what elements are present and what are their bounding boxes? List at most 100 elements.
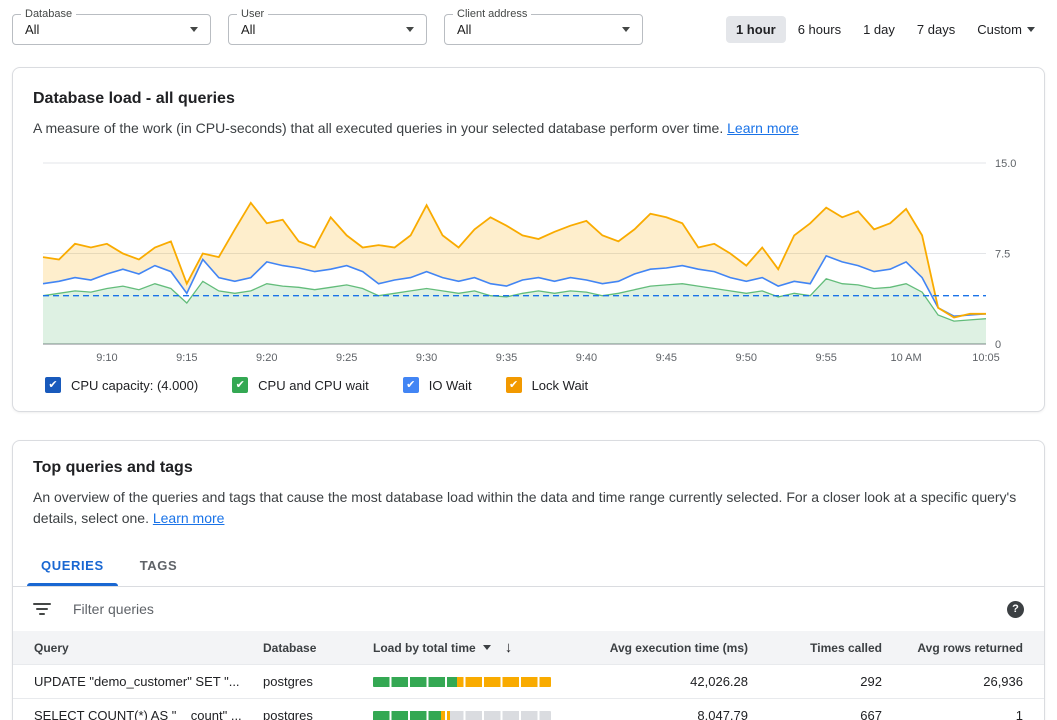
- time-range-1-day[interactable]: 1 day: [853, 16, 905, 43]
- database-load-chart[interactable]: 15.0 7.5 0 9:10 9:15 9:20 9:25 9:30 9:35 9:40 9:45…: [42, 157, 1033, 364]
- filters-bar: Database All User All Client address All 1 ho…: [0, 0, 1057, 53]
- lock-wait-line: [42, 201, 986, 319]
- legend-item-cpu-and-cpu-wait[interactable]: ✔ CPU and CPU wait: [232, 377, 369, 393]
- legend-label: Lock Wait: [531, 377, 589, 393]
- x-axis-label: 10:05: [972, 352, 1000, 364]
- avg-execution-time-cell: 8,047.79: [603, 698, 748, 720]
- y-axis-label: 7.5: [995, 249, 1010, 261]
- time-range-label: 7 days: [916, 22, 956, 37]
- column-header-avg-execution-time-ms[interactable]: Avg execution time (ms): [603, 631, 748, 665]
- query-text-cell: UPDATE "demo_customer" SET "...: [13, 664, 263, 699]
- dropdown-caret-icon: [406, 27, 414, 32]
- sort-descending-icon[interactable]: ↓: [504, 639, 513, 656]
- x-axis-label: 9:25: [336, 352, 357, 364]
- database-cell: postgres: [263, 698, 373, 720]
- time-range-7-days[interactable]: 7 days: [907, 16, 965, 43]
- column-header-database[interactable]: Database: [263, 631, 373, 665]
- filter-select-user[interactable]: User All: [228, 8, 427, 45]
- column-header-label: Avg execution time (ms): [609, 640, 748, 655]
- filter-queries-input[interactable]: [73, 601, 985, 617]
- chart-legend: ✔ CPU capacity: (4.000) ✔ CPU and CPU wait ✔…: [33, 377, 1024, 393]
- legend-label: IO Wait: [428, 377, 472, 393]
- metric-dropdown-caret-icon[interactable]: [482, 645, 491, 650]
- filter-label: Database: [21, 8, 77, 20]
- avg-rows-returned-cell: 1: [882, 698, 1044, 720]
- x-axis-label: 9:50: [736, 352, 757, 364]
- load-card-title: Database load - all queries: [33, 90, 235, 107]
- table-body: UPDATE "demo_customer" SET "... postgres 4…: [13, 664, 1044, 720]
- x-axis-label: 10 AM: [890, 352, 921, 364]
- x-axis-label: 9:40: [576, 352, 597, 364]
- column-header-avg-rows-returned[interactable]: Avg rows returned: [882, 631, 1044, 665]
- checkbox-checked-icon[interactable]: ✔: [505, 377, 522, 393]
- queries-card-description-text: An overview of the queries and tags that…: [33, 489, 1017, 526]
- queries-card-description: An overview of the queries and tags that…: [33, 487, 1024, 529]
- checkbox-checked-icon[interactable]: ✔: [45, 377, 61, 393]
- lock-wait-area: [43, 202, 986, 318]
- database-load-card: Database load - all queries A measure of…: [12, 67, 1045, 412]
- filter-value: All: [241, 22, 256, 37]
- checkbox-checked-icon[interactable]: ✔: [232, 377, 249, 393]
- legend-item-io-wait[interactable]: ✔ IO Wait: [402, 377, 472, 393]
- dropdown-caret-icon: [622, 27, 630, 32]
- checkbox-checked-icon[interactable]: ✔: [402, 377, 419, 393]
- column-header-query[interactable]: Query: [13, 631, 263, 665]
- learn-more-link[interactable]: Learn more: [152, 510, 225, 526]
- filter-select-client-address[interactable]: Client address All: [444, 8, 643, 45]
- column-header-label: Query: [34, 640, 69, 655]
- column-header-label: Load by total time: [373, 640, 476, 655]
- y-axis-label: 0: [995, 339, 1001, 351]
- times-called-cell: 667: [748, 698, 882, 720]
- load-bar-segment-dividers: [373, 710, 551, 720]
- top-queries-card: Top queries and tags An overview of the …: [12, 440, 1045, 720]
- filter-selects: Database All User All Client address All: [12, 8, 643, 45]
- x-axis-label: 9:45: [656, 352, 677, 364]
- x-axis-label: 9:35: [496, 352, 517, 364]
- query-row[interactable]: SELECT COUNT(*) AS "__count" ... postgres…: [13, 698, 1044, 720]
- tab-tags[interactable]: TAGS: [139, 558, 178, 573]
- legend-item-cpu-capacity-4-000[interactable]: ✔ CPU capacity: (4.000): [45, 377, 198, 393]
- time-range-label: 6 hours: [797, 22, 842, 37]
- time-range-label: 1 hour: [735, 22, 776, 37]
- column-header-label: Avg rows returned: [917, 640, 1023, 655]
- filter-value: All: [25, 22, 40, 37]
- load-card-description-text: A measure of the work (in CPU-seconds) t…: [33, 120, 724, 136]
- avg-execution-time-cell: 42,026.28: [603, 664, 748, 699]
- time-range-selector: 1 hour 6 hours 1 day 7 days Custom: [725, 16, 1045, 43]
- load-card-description: A measure of the work (in CPU-seconds) t…: [33, 118, 1024, 139]
- help-icon[interactable]: ?: [1007, 600, 1024, 618]
- load-by-total-time-bar: [373, 710, 551, 720]
- table-header-row: Query Database Load by total time ↓ Avg exec…: [13, 631, 1044, 665]
- time-range-1-hour[interactable]: 1 hour: [725, 16, 786, 43]
- database-cell: postgres: [263, 664, 373, 699]
- time-range-6-hours[interactable]: 6 hours: [788, 16, 851, 43]
- filter-select-database[interactable]: Database All: [12, 8, 211, 45]
- load-by-total-time-bar: [373, 676, 551, 687]
- query-text-cell: SELECT COUNT(*) AS "__count" ...: [13, 698, 263, 720]
- time-range-label: Custom: [977, 22, 1022, 37]
- time-range-label: 1 day: [863, 22, 895, 37]
- x-axis-label: 9:30: [416, 352, 437, 364]
- learn-more-link[interactable]: Learn more: [727, 120, 799, 136]
- top-queries-table: Query Database Load by total time ↓ Avg exec…: [13, 631, 1044, 720]
- query-row[interactable]: UPDATE "demo_customer" SET "... postgres 4…: [13, 664, 1044, 699]
- legend-item-lock-wait[interactable]: ✔ Lock Wait: [505, 377, 589, 393]
- column-header-times-called[interactable]: Times called: [748, 631, 882, 665]
- x-axis-label: 9:10: [96, 352, 117, 364]
- column-header-label: Times called: [810, 640, 882, 655]
- filter-value: All: [457, 22, 472, 37]
- filter-row: ?: [13, 587, 1044, 631]
- legend-label: CPU and CPU wait: [258, 377, 369, 393]
- x-axis-label: 9:20: [256, 352, 277, 364]
- queries-tags-tabs: QUERIES TAGS: [13, 545, 1044, 587]
- time-range-custom[interactable]: Custom: [967, 16, 1045, 43]
- tab-queries[interactable]: QUERIES: [27, 545, 118, 586]
- column-header-label: Database: [263, 640, 317, 655]
- x-axis-label: 9:15: [176, 352, 197, 364]
- column-header-load-by-total-time[interactable]: Load by total time ↓: [373, 631, 603, 665]
- times-called-cell: 292: [748, 664, 882, 699]
- avg-rows-returned-cell: 26,936: [882, 664, 1044, 699]
- load-bar-segment-dividers: [373, 676, 551, 687]
- load-bar-cell: [373, 698, 603, 720]
- x-axis-label: 9:55: [815, 352, 836, 364]
